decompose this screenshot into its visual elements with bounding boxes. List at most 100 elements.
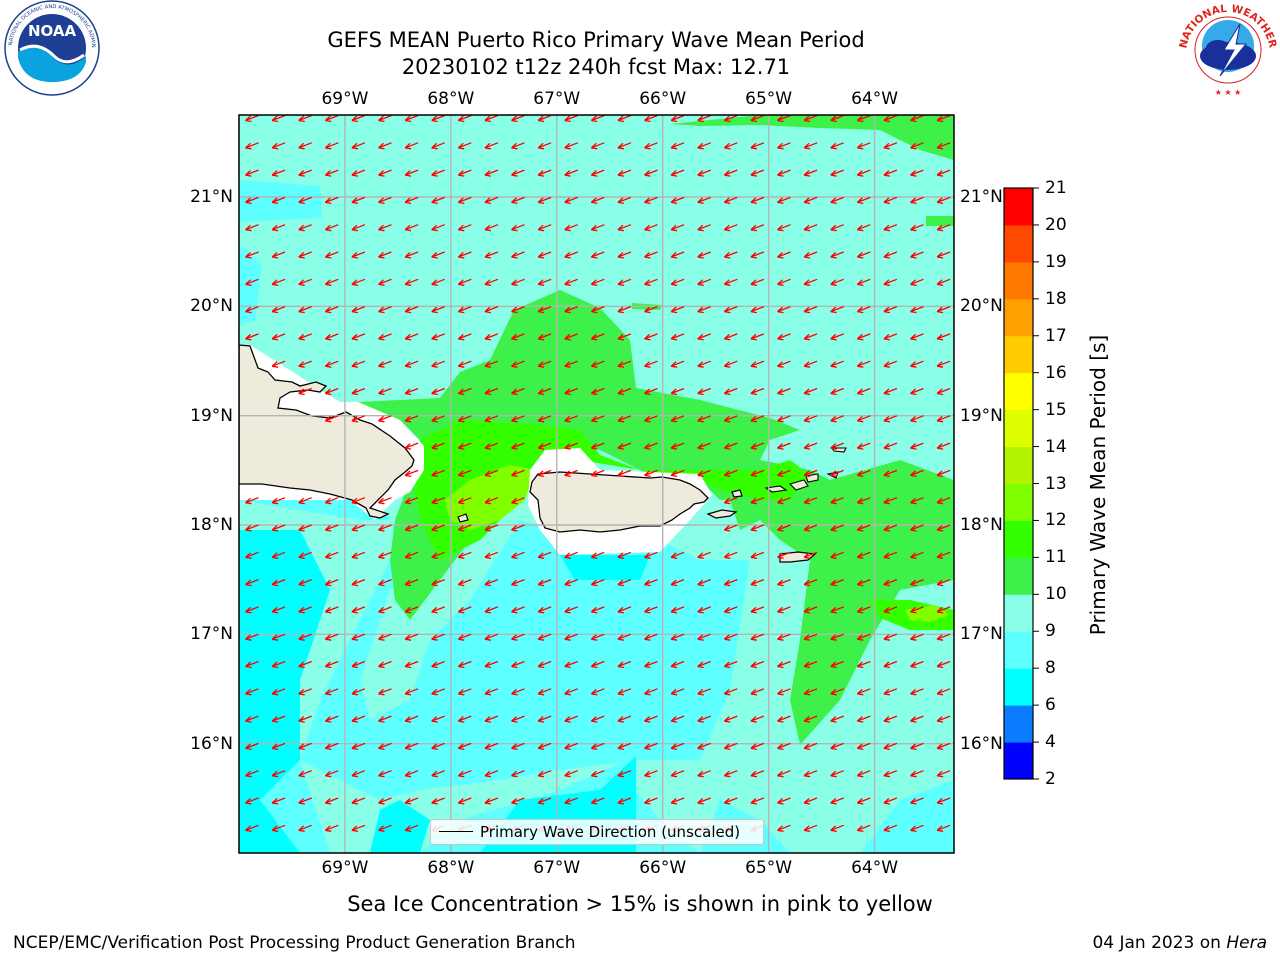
- wave-arrow: [457, 333, 472, 341]
- wave-arrow: [378, 333, 392, 341]
- wave-arrow: [298, 715, 312, 723]
- wave-arrow: [537, 169, 552, 177]
- wave-arrow: [324, 169, 339, 177]
- wave-arrow: [803, 633, 818, 641]
- wave-arrow: [271, 688, 286, 696]
- wave-arrow: [936, 115, 951, 123]
- wave-arrow: [404, 115, 419, 123]
- wave-arrow: [404, 305, 419, 314]
- wave-arrow: [511, 633, 525, 641]
- wave-arrow: [617, 551, 632, 559]
- wave-arrow: [351, 142, 366, 150]
- nws-logo: NATIONAL WEATHER SERVICE ★ ★ ★: [1174, 0, 1279, 100]
- wave-arrow: [298, 251, 312, 259]
- wave-arrow: [803, 224, 818, 232]
- colorbar-tick-label: 19: [1045, 251, 1067, 272]
- wave-arrow: [910, 551, 924, 559]
- wave-arrow: [644, 305, 658, 314]
- wave-arrow: [431, 333, 445, 341]
- wave-arrow: [883, 633, 898, 641]
- period-8-9-area: [860, 780, 954, 853]
- wave-arrow: [777, 142, 791, 150]
- lon-tick-label: 68°W: [427, 89, 475, 109]
- lat-tick-label: 21°N: [190, 187, 233, 207]
- wave-arrow: [777, 251, 791, 259]
- wave-arrow: [856, 333, 871, 341]
- wave-arrow: [697, 387, 711, 396]
- wave-arrow: [564, 360, 578, 368]
- wave-arrow: [431, 278, 445, 286]
- wave-arrow: [324, 305, 339, 314]
- wave-arrow: [245, 660, 259, 669]
- wave-arrow: [431, 688, 445, 696]
- wave-arrow: [271, 196, 286, 205]
- wave-arrow: [617, 469, 632, 478]
- wave-arrow: [803, 715, 818, 723]
- wave-arrow: [537, 305, 552, 314]
- wave-arrow: [750, 278, 765, 286]
- wave-arrow: [910, 442, 924, 450]
- wave-arrow: [856, 742, 871, 751]
- wave-arrow: [856, 606, 871, 614]
- wave-arrow: [378, 115, 392, 123]
- wave-arrow: [697, 415, 711, 423]
- wave-arrow: [936, 824, 951, 832]
- footer-date: 04 Jan 2023 on Hera: [1092, 933, 1267, 953]
- wave-arrow: [830, 333, 844, 341]
- wave-arrow: [404, 469, 419, 478]
- wave-arrow: [697, 469, 711, 478]
- legend: Primary Wave Direction (unscaled): [430, 819, 764, 845]
- wave-arrow: [750, 797, 765, 805]
- wave-arrow: [723, 169, 738, 177]
- wave-arrow: [537, 278, 552, 286]
- wave-arrow: [670, 606, 685, 614]
- wave-arrow: [404, 742, 419, 751]
- wave-arrow: [298, 305, 312, 314]
- wave-arrow: [830, 469, 844, 478]
- wave-arrow: [883, 770, 898, 778]
- sea-ice-note: Sea Ice Concentration > 15% is shown in …: [347, 892, 933, 916]
- wave-arrow: [404, 442, 419, 450]
- wave-arrow: [378, 824, 392, 832]
- wave-arrow: [617, 142, 632, 150]
- wave-arrow: [431, 196, 445, 205]
- wave-arrow: [723, 551, 738, 559]
- wave-arrow: [431, 524, 445, 532]
- wave-arrow: [750, 742, 765, 751]
- wave-arrow: [830, 142, 844, 150]
- wave-arrow: [830, 278, 844, 286]
- wave-arrow: [511, 606, 525, 614]
- colorbar: [1004, 187, 1039, 780]
- wave-arrow: [298, 169, 312, 177]
- wave-arrow: [750, 715, 765, 723]
- lon-tick-label: 64°W: [851, 858, 899, 878]
- wave-arrow: [803, 524, 818, 532]
- wave-arrow: [324, 278, 339, 286]
- wave-arrow: [324, 196, 339, 205]
- wave-arrow: [617, 415, 632, 423]
- wave-arrow: [590, 415, 605, 423]
- wave-arrow: [670, 196, 685, 205]
- wave-arrow: [404, 360, 419, 368]
- wave-arrow: [245, 142, 259, 150]
- lat-tick-label: 17°N: [960, 624, 1003, 645]
- wave-arrow: [564, 715, 578, 723]
- wave-arrow: [271, 633, 286, 641]
- wave-arrow: [936, 169, 951, 177]
- wave-arrow: [298, 797, 312, 805]
- wave-arrow: [803, 360, 818, 368]
- wave-arrow: [298, 578, 312, 587]
- wave-arrow: [777, 551, 791, 559]
- wave-arrow: [351, 115, 366, 123]
- map-field: [239, 115, 954, 853]
- wave-arrow: [723, 660, 738, 669]
- wave-arrow: [590, 360, 605, 368]
- wave-arrow: [537, 742, 552, 751]
- wave-arrow: [936, 333, 951, 341]
- wave-arrow: [936, 551, 951, 559]
- wave-arrow: [431, 115, 445, 123]
- wave-arrow: [511, 469, 525, 478]
- wave-arrow: [644, 770, 658, 778]
- colorbar-band: [1004, 188, 1033, 226]
- wave-arrow: [511, 578, 525, 587]
